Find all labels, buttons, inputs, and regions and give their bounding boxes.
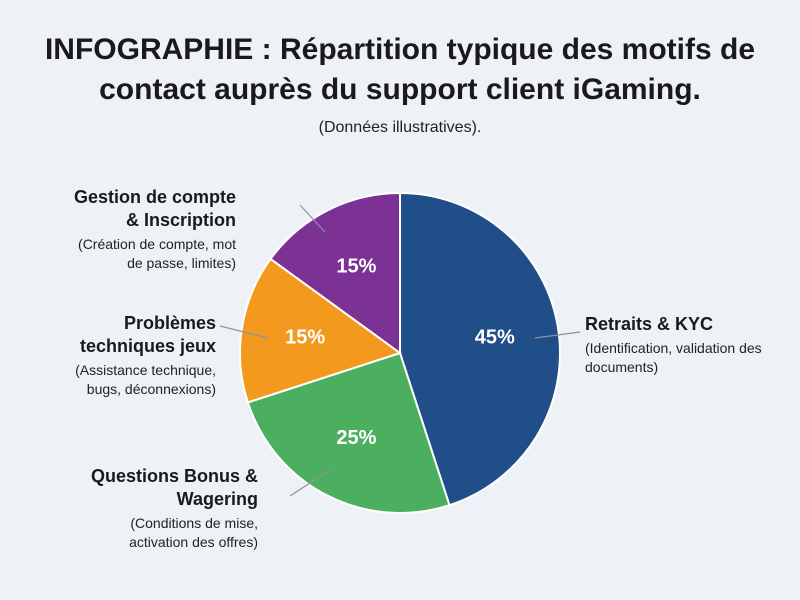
pie-slice <box>269 191 401 355</box>
category-label: Questions Bonus & Wagering (Conditions de… <box>78 465 258 552</box>
slice-label: 15% <box>285 326 325 348</box>
pie-slice <box>246 351 451 514</box>
pie-slice <box>239 257 403 404</box>
leader-line <box>289 469 331 497</box>
category-name: Gestion de compte & Inscription <box>73 187 236 230</box>
category-label: Problèmes techniques jeux (Assistance tec… <box>40 312 216 399</box>
leader-line <box>534 331 581 339</box>
category-name: Retraits & KYC <box>585 314 714 334</box>
leader-line <box>299 204 326 233</box>
slice-label: 45% <box>475 326 515 348</box>
slice-label: 15% <box>336 256 376 278</box>
category-description: (Identification, validation des document… <box>585 340 762 375</box>
category-name: Problèmes techniques jeux <box>79 313 216 356</box>
category-description: (Assistance technique, bugs, déconnexion… <box>75 362 216 397</box>
category-description: (Création de compte, mot de passe, limit… <box>78 236 236 271</box>
category-label: Retraits & KYC (Identification, validatio… <box>585 313 780 377</box>
slice-label: 25% <box>336 427 376 449</box>
category-description: (Conditions de mise, activation des offr… <box>129 515 258 550</box>
category-label: Gestion de compte & Inscription (Création… <box>66 186 236 273</box>
leader-line <box>219 325 269 339</box>
pie-slice <box>399 191 561 507</box>
chart-subtitle: (Données illustratives). <box>318 119 482 136</box>
category-name: Questions Bonus & Wagering <box>90 466 258 509</box>
chart-title: INFOGRAPHIE : Répartition typique des mo… <box>44 33 756 106</box>
